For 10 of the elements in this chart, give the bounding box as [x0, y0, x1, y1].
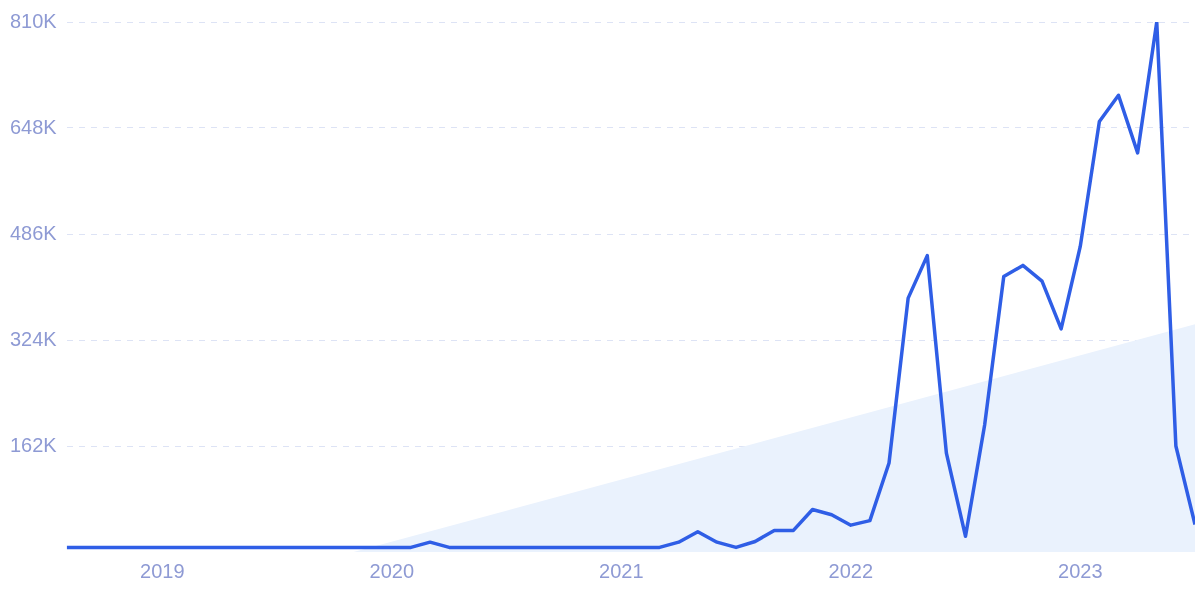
x-tick-label: 2020	[369, 559, 415, 582]
x-tick-label: 2023	[1058, 559, 1103, 582]
y-tick-label: 648K	[9, 115, 58, 138]
x-tick-label: 2022	[828, 559, 874, 582]
y-tick-label: 324K	[9, 327, 58, 350]
x-tick-label: 2019	[140, 559, 185, 582]
y-tick-label: 486K	[9, 221, 58, 244]
y-tick-label: 810K	[9, 9, 58, 32]
x-tick-label: 2021	[599, 559, 644, 582]
y-tick-label: 162K	[9, 433, 58, 456]
